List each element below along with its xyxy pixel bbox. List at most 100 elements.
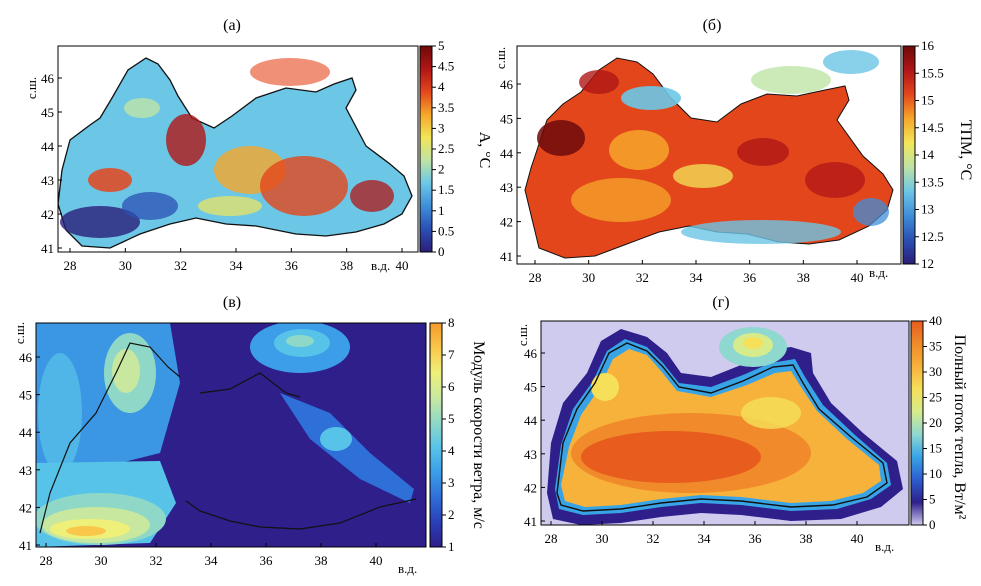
panel-a-colorbar-tick-label: 1.5 bbox=[438, 182, 454, 197]
panel-b-x-ticks: 28 30 32 34 36 38 40 bbox=[529, 260, 864, 285]
panel-g-x-tick-label: 34 bbox=[698, 531, 712, 546]
panel-b-colorbar-tick-label: 13 bbox=[921, 202, 934, 217]
panel-a-x-tick-label: 30 bbox=[119, 258, 132, 273]
panel-b-y-tick-label: 45 bbox=[500, 111, 513, 126]
panel-a-colorbar-tick-label: 3.5 bbox=[438, 100, 454, 115]
panel-a-colorbar-label: A, °C bbox=[476, 132, 490, 169]
panel-b-colorbar-tick-label: 12 bbox=[921, 256, 934, 271]
panel-b-x-tick-label: 38 bbox=[797, 270, 810, 285]
panel-g-y-ticks: 41 42 43 44 45 46 bbox=[524, 346, 545, 529]
panel-b-title: (б) bbox=[703, 17, 722, 34]
panel-v-colorbar-tick-label: 8 bbox=[448, 315, 455, 330]
panel-g-y-tick-label: 43 bbox=[524, 447, 537, 462]
panel-b-y-ticks: 41 42 43 44 45 46 bbox=[500, 77, 521, 264]
panel-v-title: (в) bbox=[223, 294, 241, 311]
panel-g-x-ticks: 28 30 32 34 36 38 40 bbox=[545, 521, 864, 546]
panel-a-y-unit: с.ш. bbox=[24, 77, 39, 99]
panel-g-y-tick-label: 45 bbox=[524, 380, 537, 395]
panel-a-colorbar-ticks: 0 0.5 1 1.5 2 2.5 3 3.5 4 4.5 5 bbox=[432, 38, 454, 259]
panel-a-x-tick-label: 32 bbox=[174, 258, 187, 273]
panel-v-y-tick-label: 44 bbox=[19, 425, 33, 440]
panel-b-colorbar-tick-label: 15 bbox=[921, 93, 934, 108]
panel-g-title: (г) bbox=[712, 294, 729, 311]
panel-a-x-tick-label: 28 bbox=[64, 258, 77, 273]
panel-a-colorbar-tick-label: 2 bbox=[438, 162, 445, 177]
panel-b-y-tick-label: 42 bbox=[500, 215, 513, 230]
panel-b-temperature-patches bbox=[537, 50, 889, 244]
panel-b-colorbar bbox=[902, 45, 916, 265]
panel-g-y-tick-label: 44 bbox=[524, 413, 538, 428]
panel-g-x-tick-label: 40 bbox=[851, 531, 864, 546]
panel-g-frame bbox=[540, 320, 910, 526]
panel-a-colorbar-tick-label: 3 bbox=[438, 120, 445, 135]
panel-b-x-tick-label: 30 bbox=[582, 270, 595, 285]
panel-v-wind-contours bbox=[36, 323, 414, 547]
panel-b-colorbar-tick-label: 15.5 bbox=[921, 65, 944, 80]
panel-v-y-tick-label: 43 bbox=[19, 463, 32, 478]
panel-g-x-tick-label: 30 bbox=[596, 531, 609, 546]
panel-b-x-tick-label: 32 bbox=[636, 270, 649, 285]
panel-v-coastline bbox=[39, 342, 417, 534]
panel-g-colorbar-tick-label: 20 bbox=[929, 415, 942, 430]
panel-g-x-tick-label: 38 bbox=[800, 531, 813, 546]
panel-v-x-tick-label: 34 bbox=[205, 553, 219, 568]
panel-g-y-tick-label: 46 bbox=[524, 346, 538, 361]
panel-v-y-ticks: 41 42 43 44 45 46 bbox=[19, 350, 40, 553]
panel-a-x-tick-label: 34 bbox=[230, 258, 244, 273]
panel-a-y-tick-label: 41 bbox=[41, 241, 54, 256]
panel-v-colorbar-tick-label: 4 bbox=[448, 443, 455, 458]
panel-a-colorbar-tick-label: 5 bbox=[438, 38, 445, 53]
panel-v-colorbar-tick-label: 5 bbox=[448, 411, 455, 426]
panel-b-y-tick-label: 41 bbox=[500, 249, 513, 264]
panel-a-colorbar-tick-label: 0.5 bbox=[438, 223, 454, 238]
panel-a-y-ticks: 41 42 43 44 45 46 bbox=[41, 71, 62, 256]
panel-g-colorbar-tick-label: 35 bbox=[929, 339, 942, 354]
panel-v-colorbar-tick-label: 2 bbox=[448, 507, 455, 522]
panel-a-y-tick-label: 42 bbox=[41, 207, 54, 222]
panel-g-x-tick-label: 36 bbox=[749, 531, 763, 546]
panel-a-y-tick-label: 45 bbox=[41, 105, 54, 120]
panel-b-y-tick-label: 46 bbox=[500, 77, 514, 92]
panel-g-colorbar-tick-label: 30 bbox=[929, 364, 942, 379]
panel-v-x-tick-label: 36 bbox=[260, 553, 274, 568]
panel-a-x-unit: в.д. bbox=[371, 258, 390, 273]
panel-g-colorbar-label: Полный поток тепла, Вт/м² bbox=[951, 335, 968, 520]
panel-a-colorbar-tick-label: 0 bbox=[438, 244, 445, 259]
panel-v-y-tick-label: 41 bbox=[19, 538, 32, 553]
panel-a-colorbar-tick-label: 1 bbox=[438, 203, 445, 218]
panel-b-x-tick-label: 40 bbox=[851, 270, 864, 285]
panel-b-colorbar-label: ТПМ, °C bbox=[957, 120, 974, 181]
panel-a-colorbar-tick-label: 4.5 bbox=[438, 59, 454, 74]
panel-g-colorbar-ticks: 0 5 10 15 20 25 30 35 40 bbox=[923, 313, 942, 532]
panel-v-x-ticks: 28 30 32 34 36 38 40 bbox=[40, 543, 383, 568]
panel-g-colorbar bbox=[910, 320, 924, 526]
panel-a-colorbar-tick-label: 2.5 bbox=[438, 141, 454, 156]
panel-g-y-tick-label: 41 bbox=[524, 514, 537, 529]
panel-g-colorbar-tick-label: 25 bbox=[929, 390, 942, 405]
panel-b-y-tick-label: 44 bbox=[500, 146, 514, 161]
panel-a-anomaly-patches bbox=[60, 58, 394, 238]
panel-b-colorbar-tick-label: 16 bbox=[921, 38, 935, 53]
panel-g-colorbar-tick-label: 15 bbox=[929, 441, 942, 456]
panel-g-x-unit: в.д. bbox=[875, 539, 894, 554]
panel-g-heat-flux-map: (г) с.ш. 41 42 43 44 45 46 28 30 32 34 36 38 40 в.д… bbox=[515, 294, 968, 554]
panel-g-colorbar-tick-label: 10 bbox=[929, 466, 942, 481]
panel-b-x-unit: в.д. bbox=[869, 265, 888, 280]
panel-v-y-tick-label: 45 bbox=[19, 388, 32, 403]
panel-v-colorbar-tick-label: 7 bbox=[448, 347, 455, 362]
panel-g-y-tick-label: 42 bbox=[524, 480, 537, 495]
panel-g-heat-flux-contours bbox=[547, 327, 903, 525]
panel-a-title: (а) bbox=[223, 17, 241, 34]
panel-a-x-tick-label: 38 bbox=[340, 258, 353, 273]
panel-v-colorbar bbox=[429, 322, 443, 548]
panel-a-y-tick-label: 43 bbox=[41, 173, 54, 188]
panel-v-colorbar-tick-label: 3 bbox=[448, 475, 455, 490]
panel-v-colorbar-tick-label: 1 bbox=[448, 539, 455, 554]
panel-v-colorbar-label: Модуль скорости ветра, м/с bbox=[470, 341, 487, 529]
panel-v-x-tick-label: 38 bbox=[315, 553, 328, 568]
panel-v-frame bbox=[35, 322, 427, 548]
panel-v-x-tick-label: 32 bbox=[150, 553, 163, 568]
panel-v-y-unit: с.ш. bbox=[12, 322, 27, 344]
